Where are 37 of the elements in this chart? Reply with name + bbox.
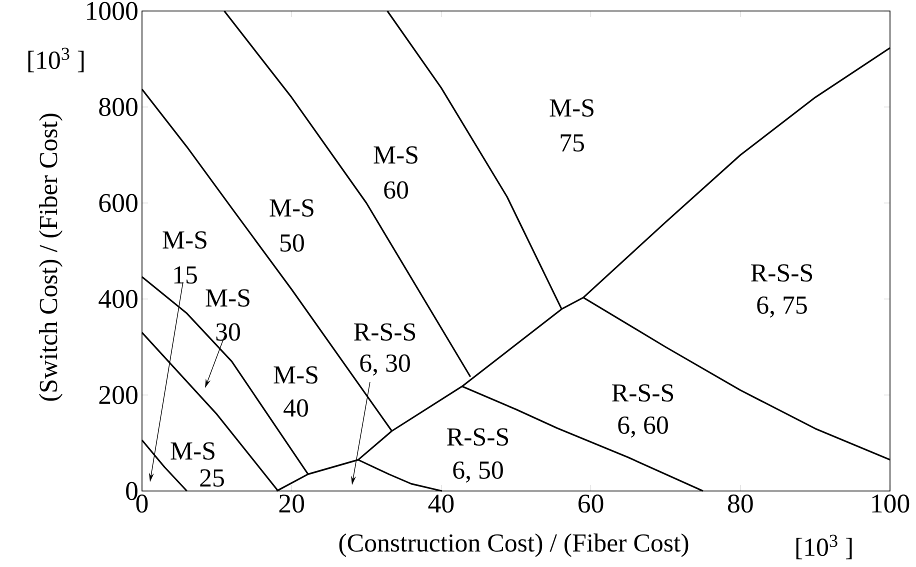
annotation: 6, 30 [360, 354, 410, 376]
annotation: M-S [274, 366, 318, 384]
y-tick-label: 800 [99, 98, 138, 116]
annotation: M-S [374, 146, 418, 164]
annotation: M-S [170, 442, 214, 460]
x-tick-label: 20 [279, 494, 304, 513]
annotation: 30 [216, 323, 240, 341]
annotation: 6, 50 [453, 461, 503, 483]
annotation: 60 [384, 181, 408, 199]
text: [10$^{3}$ ] [28, 48, 84, 72]
annotation: M-S [206, 289, 250, 307]
annotation: 6, 60 [618, 416, 668, 438]
x-tick-label: 60 [578, 494, 604, 513]
y-tick-label: 400 [98, 290, 138, 308]
annotation: R-S-S [354, 323, 416, 341]
annotation: 50 [280, 234, 304, 252]
annotation: M-S [550, 99, 594, 117]
y-tick-label: 0 [126, 482, 138, 500]
y-axis-title: (Switch Cost) / (Fiber Cost) [39, 114, 62, 401]
annotation: 25 [200, 469, 224, 487]
text: [10$^{3}$ ] [796, 534, 852, 560]
y-tick-label: 1000 [87, 2, 138, 20]
x-tick-label: 100 [872, 494, 910, 513]
x-axis-title: (Construction Cost) / (Fiber Cost) [339, 534, 688, 557]
annotation: 15 [174, 266, 197, 284]
annotation: R-S-S [751, 264, 812, 282]
annotation: 6, 75 [757, 296, 807, 318]
annotation: M-S [270, 199, 314, 217]
annotation: 75 [560, 134, 584, 152]
y-tick-label: 600 [99, 194, 138, 212]
annotation: 40 [284, 399, 308, 417]
x-tick-label: 40 [428, 494, 454, 513]
annotation: R-S-S [447, 428, 508, 446]
annotation: M-S [162, 231, 206, 249]
x-tick-label: 80 [728, 494, 753, 513]
annotation: R-S-S [612, 384, 674, 402]
y-tick-label: 200 [99, 386, 138, 404]
